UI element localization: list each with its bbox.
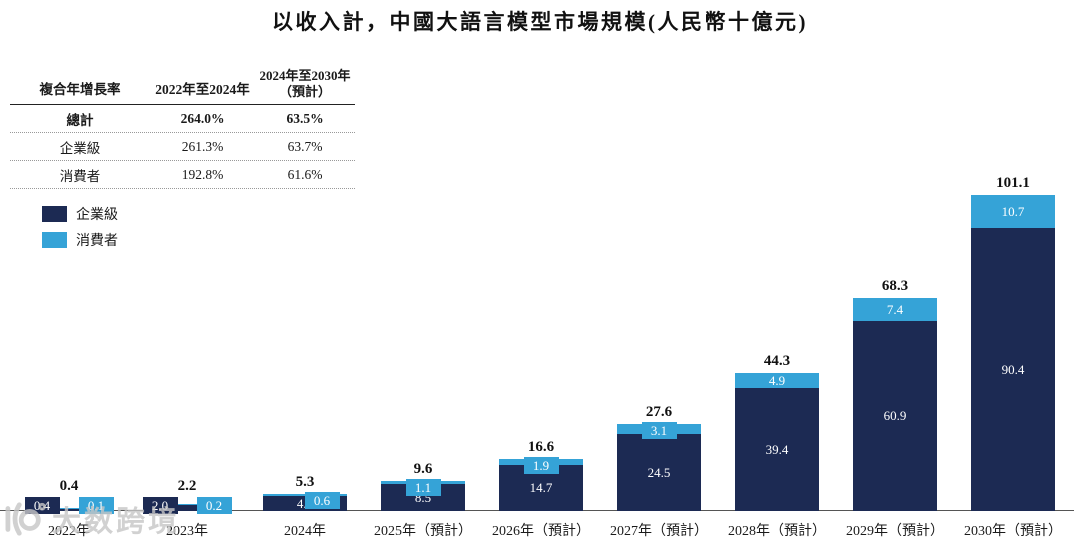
x-axis-label: 2024年 <box>284 524 326 539</box>
cagr-row-enterprise: 企業級 261.3% 63.7% <box>10 133 355 161</box>
bar-group-2028年（預計）: 39.4 4.9 44.3 2028年（預計） <box>718 170 836 539</box>
bar-group-2027年（預計）: 24.5 3.1 27.6 2027年（預計） <box>600 170 718 539</box>
x-axis-label: 2027年（預計） <box>610 524 708 539</box>
cagr-row-consumer-2024-2030: 61.6% <box>287 166 323 182</box>
legend-item-enterprise: 企業級 <box>42 204 118 224</box>
bar-group-2030年（預計）: 90.4 10.7 101.1 2030年（預計） <box>954 170 1072 539</box>
bar-segment-enterprise <box>617 434 701 511</box>
bar-segment-consumer <box>971 195 1055 228</box>
value-box-consumer: 1.9 <box>523 457 559 474</box>
value-box-consumer: 0.1 <box>78 497 114 514</box>
total-label: 27.6 <box>645 404 673 420</box>
bar-group-2029年（預計）: 60.9 7.4 68.3 2029年（預計） <box>836 170 954 539</box>
legend: 企業級 消費者 <box>42 204 118 256</box>
value-label-consumer: 10.7 <box>1001 203 1025 219</box>
bar-segment-consumer <box>27 508 111 509</box>
value-box-consumer: 3.1 <box>641 422 677 439</box>
cagr-header-2022-2024: 2022年至2024年 <box>155 82 250 97</box>
bar-group-2022年: 0.4 0.1 0.4 2022年 <box>10 170 128 539</box>
total-label: 2.2 <box>177 478 197 494</box>
cagr-row-consumer-2022-2024: 192.8% <box>181 166 224 182</box>
bar-segment-consumer <box>735 373 819 388</box>
value-label-enterprise: 39.4 <box>765 441 789 457</box>
x-axis-label: 2029年（預計） <box>846 524 944 539</box>
cagr-row-enterprise-label: 企業級 <box>59 140 101 156</box>
value-box-consumer: 1.1 <box>405 479 441 496</box>
cagr-row-total-2022-2024: 264.0% <box>180 110 225 126</box>
bar-segment-consumer <box>145 504 229 505</box>
total-label: 5.3 <box>295 474 315 490</box>
cagr-table: 複合年增長率 2022年至2024年 2024年至2030年 （預計） 總計 2… <box>10 60 355 189</box>
value-label-enterprise: 90.4 <box>1001 361 1025 377</box>
chart-title: 以收入計，中國大語言模型市場規模(人民幣十億元) <box>272 10 808 34</box>
x-axis-label: 2025年（預計） <box>374 524 472 539</box>
bar-segment-consumer <box>853 298 937 321</box>
cagr-row-consumer-label: 消費者 <box>59 168 101 184</box>
cagr-row-total-label: 總計 <box>66 112 94 128</box>
cagr-header-metric: 複合年增長率 <box>39 82 121 97</box>
bar-segment-enterprise <box>145 505 229 511</box>
value-label-consumer: 7.4 <box>886 301 904 317</box>
x-axis-label: 2023年 <box>166 524 208 539</box>
cagr-table-header-row: 複合年增長率 2022年至2024年 2024年至2030年 （預計） <box>10 60 355 105</box>
value-label-enterprise: 24.5 <box>647 464 671 480</box>
plot-area: 0.40.10.42022年2.00.22.22023年4.70.65.3202… <box>0 170 1080 539</box>
cagr-row-total: 總計 264.0% 63.5% <box>10 105 355 133</box>
total-label: 68.3 <box>881 278 909 294</box>
value-box-enterprise: 0.4 <box>24 497 60 514</box>
x-axis-label: 2028年（預計） <box>728 524 826 539</box>
value-box-consumer: 0.6 <box>304 492 340 509</box>
bar-group-2023年: 2.0 0.2 2.2 2023年 <box>128 170 246 539</box>
total-label: 101.1 <box>996 175 1030 191</box>
total-label: 0.4 <box>59 478 79 494</box>
bar-segment-enterprise <box>735 388 819 511</box>
value-box-consumer: 0.2 <box>196 497 232 514</box>
legend-swatch-enterprise <box>42 206 67 222</box>
bar-segment-enterprise <box>853 321 937 511</box>
legend-swatch-consumer <box>42 232 67 248</box>
bar-group-2026年（預計）: 14.7 1.9 16.6 2026年（預計） <box>482 170 600 539</box>
bar-segment-enterprise <box>971 228 1055 511</box>
value-label-enterprise: 60.9 <box>883 408 907 423</box>
x-axis-label: 2026年（預計） <box>492 524 590 539</box>
cagr-row-enterprise-2022-2024: 261.3% <box>181 138 224 154</box>
bar-group-2025年（預計）: 8.5 1.1 9.6 2025年（預計） <box>364 170 482 539</box>
value-label-consumer: 4.9 <box>768 372 786 388</box>
x-axis-label: 2022年 <box>48 524 90 539</box>
cagr-header-2024-2030: 2024年至2030年 （預計） <box>259 67 351 99</box>
cagr-row-enterprise-2024-2030: 63.7% <box>287 138 323 154</box>
x-axis-label: 2030年（預計） <box>964 524 1062 539</box>
bar-segment-enterprise <box>27 509 111 511</box>
total-label: 16.6 <box>527 439 555 455</box>
total-label: 9.6 <box>413 461 433 477</box>
value-box-enterprise: 2.0 <box>142 497 178 514</box>
cagr-row-total-2024-2030: 63.5% <box>286 110 324 126</box>
total-label: 44.3 <box>763 353 791 369</box>
legend-label-consumer: 消費者 <box>76 234 118 249</box>
legend-item-consumer: 消費者 <box>42 230 118 250</box>
cagr-row-consumer: 消費者 192.8% 61.6% <box>10 161 355 189</box>
legend-label-enterprise: 企業級 <box>76 208 118 223</box>
value-label-enterprise: 14.7 <box>529 480 553 495</box>
